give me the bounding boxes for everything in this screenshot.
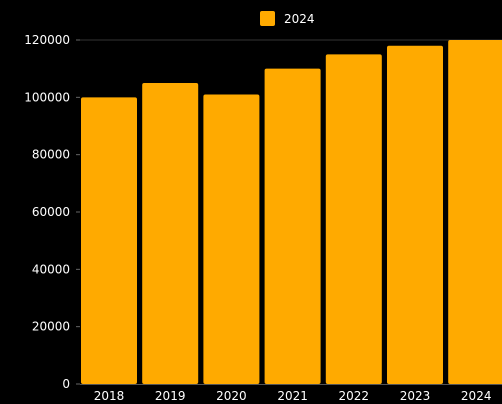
bar-2022: [325, 54, 382, 384]
bar-2018: [81, 97, 137, 384]
y-tick-label: 80000: [32, 148, 70, 162]
x-tick-label: 2023: [400, 389, 431, 403]
x-tick-label: 2019: [155, 389, 186, 403]
x-tick-label: 2024: [461, 389, 492, 403]
y-tick-label: 120000: [24, 33, 70, 47]
y-tick-label: 100000: [24, 90, 70, 104]
x-tick-label: 2022: [339, 389, 370, 403]
y-tick-label: 20000: [32, 320, 70, 334]
y-tick-label: 60000: [32, 205, 70, 219]
bar-2020: [203, 94, 260, 384]
legend: 2024: [260, 11, 315, 26]
legend-label: 2024: [284, 12, 315, 26]
y-tick-label: 40000: [32, 262, 70, 276]
x-tick-label: 2018: [94, 389, 125, 403]
y-tick-label: 0: [62, 377, 70, 391]
x-axis: 2018 2019 2020 2021 2022 2023 2024: [80, 384, 502, 403]
bar-2021: [264, 68, 321, 385]
x-tick-label: 2021: [277, 389, 308, 403]
bar-2024: [448, 40, 502, 384]
bar-2023: [387, 45, 443, 384]
x-tick-label: 2020: [216, 389, 247, 403]
bar-2019: [142, 83, 199, 384]
legend-swatch: [260, 11, 275, 26]
bars: [81, 40, 502, 385]
y-axis: 0 20000 40000 60000 80000 100000 120000: [24, 33, 502, 391]
